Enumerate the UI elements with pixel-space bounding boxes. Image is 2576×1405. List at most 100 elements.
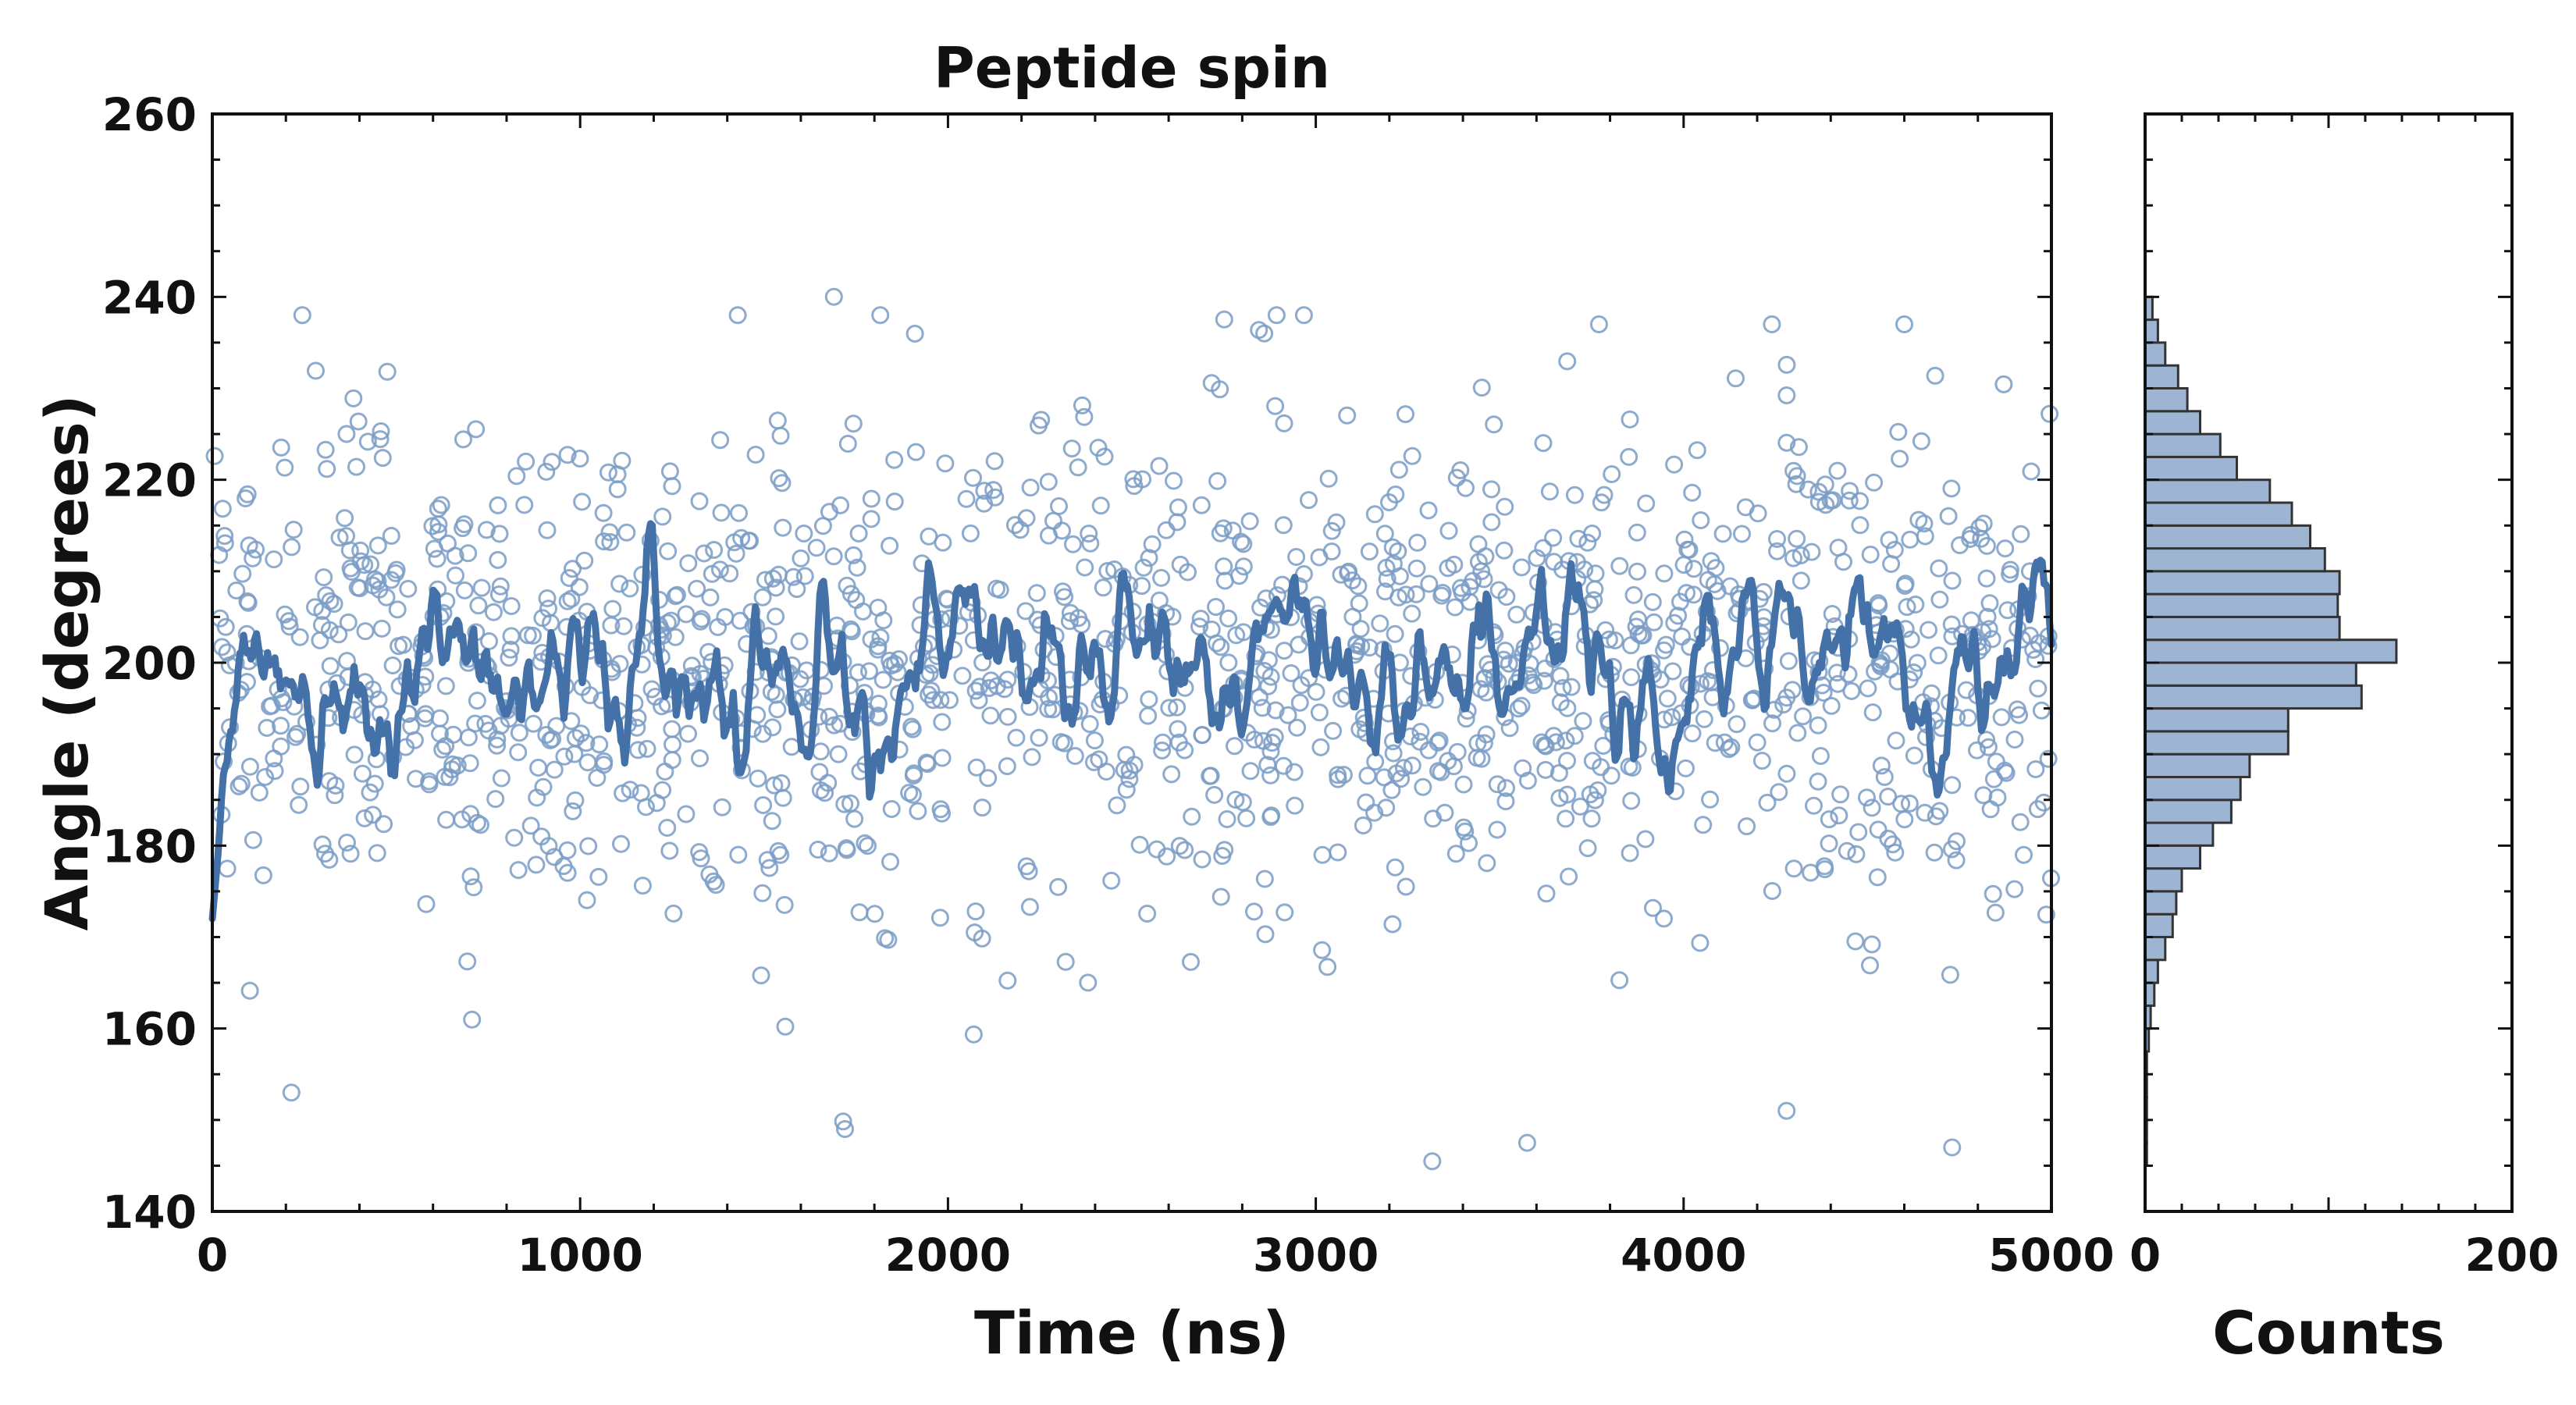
scatter-point xyxy=(1930,590,1949,609)
scatter-point xyxy=(538,521,557,539)
scatter-point xyxy=(660,841,679,860)
scatter-point xyxy=(920,527,938,546)
scatter-point xyxy=(760,859,779,877)
scatter-point xyxy=(1322,542,1341,560)
scatter-point xyxy=(628,741,647,759)
scatter-point xyxy=(1983,630,2001,649)
scatter-point xyxy=(845,809,864,828)
scatter-point xyxy=(476,714,495,733)
scatter-point xyxy=(709,617,728,636)
scatter-point xyxy=(1389,461,1408,479)
scatter-point xyxy=(964,1025,983,1044)
scatter-point xyxy=(1763,882,1781,900)
scatter-point xyxy=(488,736,507,755)
scatter-point xyxy=(1943,776,1962,795)
scatter-point xyxy=(1886,843,1905,862)
scatter-point xyxy=(613,451,632,470)
scatter-point xyxy=(262,696,281,715)
scatter-point xyxy=(1829,674,1847,693)
scatter-point xyxy=(570,578,589,596)
histogram-bar xyxy=(2144,318,2159,344)
scatter-point xyxy=(847,591,866,610)
scatter-point xyxy=(688,579,706,598)
scatter-point xyxy=(321,656,340,675)
scatter-point xyxy=(603,599,622,618)
scatter-point xyxy=(1354,816,1372,834)
histogram-bar xyxy=(2144,341,2167,367)
scatter-point xyxy=(1784,461,1803,480)
scatter-point xyxy=(1822,696,1841,715)
scatter-point xyxy=(276,605,294,624)
scatter-point xyxy=(1987,752,2005,771)
scatter-point xyxy=(402,717,421,735)
scatter-point xyxy=(658,819,677,837)
scatter-point xyxy=(1134,558,1153,577)
scatter-point xyxy=(1869,820,1888,839)
scatter-point xyxy=(1469,553,1488,571)
histogram-bar xyxy=(2144,936,2167,962)
scatter-point xyxy=(1733,525,1751,543)
scatter-point xyxy=(1176,841,1194,859)
scatter-point xyxy=(1805,796,1823,815)
scatter-point xyxy=(1311,738,1330,756)
scatter-point xyxy=(1752,752,1771,770)
scatter-point xyxy=(998,971,1017,990)
scatter-point xyxy=(1842,681,1861,700)
scatter-point xyxy=(1117,781,1136,799)
scatter-point xyxy=(1495,541,1514,560)
scatter-point xyxy=(1831,785,1850,804)
scatter-point xyxy=(749,769,767,788)
scatter-point xyxy=(1102,871,1121,890)
scatter-point xyxy=(1942,615,1961,634)
scatter-point xyxy=(1624,585,1643,604)
scatter-point xyxy=(1517,1133,1536,1152)
histogram-x-axis-label: Counts xyxy=(2212,1298,2445,1368)
scatter-point xyxy=(1061,603,1080,622)
scatter-point xyxy=(788,580,806,599)
scatter-point xyxy=(336,509,354,528)
histogram-bar xyxy=(2144,776,2242,802)
scatter-point xyxy=(902,717,921,736)
scatter-point xyxy=(1266,397,1285,415)
scatter-point xyxy=(477,521,496,539)
x-tick-label: 0 xyxy=(197,1229,228,1282)
scatter-point xyxy=(690,492,709,510)
scatter-point xyxy=(1872,756,1891,775)
scatter-point xyxy=(232,774,251,793)
scatter-point xyxy=(610,574,629,593)
scatter-point xyxy=(1133,577,1151,596)
scatter-point xyxy=(941,691,959,710)
scatter-point xyxy=(1062,439,1081,458)
scatter-point xyxy=(1153,742,1172,759)
scatter-point xyxy=(933,804,952,823)
scatter-point xyxy=(1169,733,1188,752)
scatter-point xyxy=(746,446,765,464)
scatter-point xyxy=(824,287,843,306)
scatter-point xyxy=(1628,523,1646,542)
scatter-point xyxy=(349,412,368,431)
scatter-point xyxy=(1929,646,1948,665)
scatter-point xyxy=(368,536,387,555)
scatter-point xyxy=(521,816,540,835)
scatter-point xyxy=(505,828,524,847)
main-axes: 0 1000 2000 3000 4000 5000 140 160 180 200 220 240… xyxy=(32,35,2115,1368)
scatter-point xyxy=(239,593,258,612)
scatter-point xyxy=(1497,779,1515,798)
scatter-point xyxy=(1534,539,1553,557)
scatter-point xyxy=(844,546,863,564)
scatter-point xyxy=(425,539,443,558)
scatter-point xyxy=(1218,810,1236,828)
scatter-point xyxy=(1439,752,1457,770)
scatter-point xyxy=(1560,867,1578,886)
scatter-point xyxy=(1274,516,1293,535)
scatter-point xyxy=(1536,760,1555,779)
scatter-point xyxy=(775,895,794,914)
scatter-point xyxy=(957,489,976,508)
scatter-point xyxy=(215,527,234,546)
main-x-tick-labels: 0 1000 2000 3000 4000 5000 xyxy=(197,1229,2115,1282)
scatter-point xyxy=(272,438,290,457)
scatter-point xyxy=(1143,535,1162,553)
scatter-point xyxy=(1408,533,1427,552)
scatter-point xyxy=(1349,577,1368,596)
